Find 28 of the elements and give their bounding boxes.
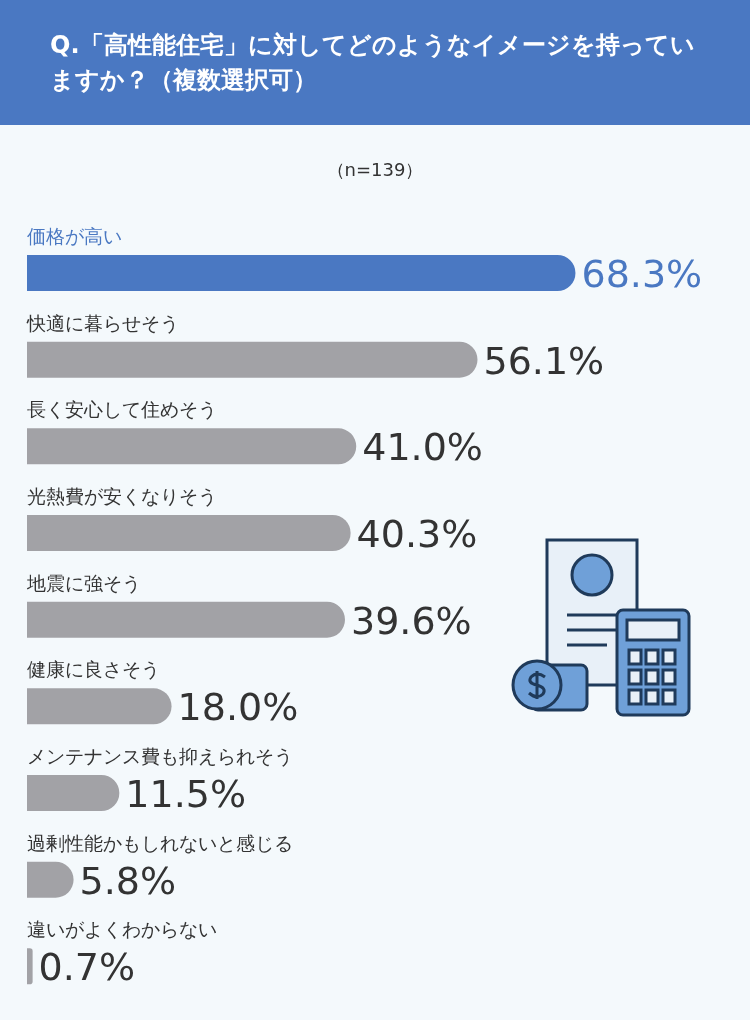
bar <box>27 341 478 378</box>
data-label: 39.6% <box>351 598 472 643</box>
y-tick-label: 健康に良さそう <box>27 658 160 681</box>
data-label: 18.0% <box>177 685 299 730</box>
y-tick-label: 長く安心して住めそう <box>27 398 217 421</box>
y-tick-label: 光熱費が安くなりそう <box>27 485 217 507</box>
bar <box>27 948 33 985</box>
chart-subtitle: （n=139） <box>325 158 425 182</box>
data-label: 0.7% <box>38 945 136 990</box>
bar <box>27 255 576 291</box>
bar <box>27 688 172 725</box>
data-label: 41.0% <box>362 425 483 470</box>
data-label: 56.1% <box>483 338 605 383</box>
y-tick-label: 過剰性能かもしれないと感じる <box>27 831 293 854</box>
bar <box>27 515 351 551</box>
data-label: 11.5% <box>125 772 247 816</box>
y-tick-label: メンテナンス費も抑えられそう <box>27 745 293 767</box>
data-label: 40.3% <box>356 512 478 556</box>
bar <box>27 775 120 811</box>
bar <box>27 428 357 465</box>
chart-title: Q.「高性能住宅」に対してどのようなイメージを持っていますか？（複数選択可） <box>0 0 750 125</box>
y-tick-label: 地震に強そう <box>26 571 141 594</box>
y-tick-label: 違いがよくわからない <box>27 918 217 941</box>
y-tick-label: 快適に暮らせそう <box>26 311 179 334</box>
data-label: 5.8% <box>79 858 177 903</box>
data-label: 68.3% <box>581 252 703 296</box>
y-tick-label: 価格が高い <box>27 225 122 247</box>
bar <box>27 601 345 638</box>
